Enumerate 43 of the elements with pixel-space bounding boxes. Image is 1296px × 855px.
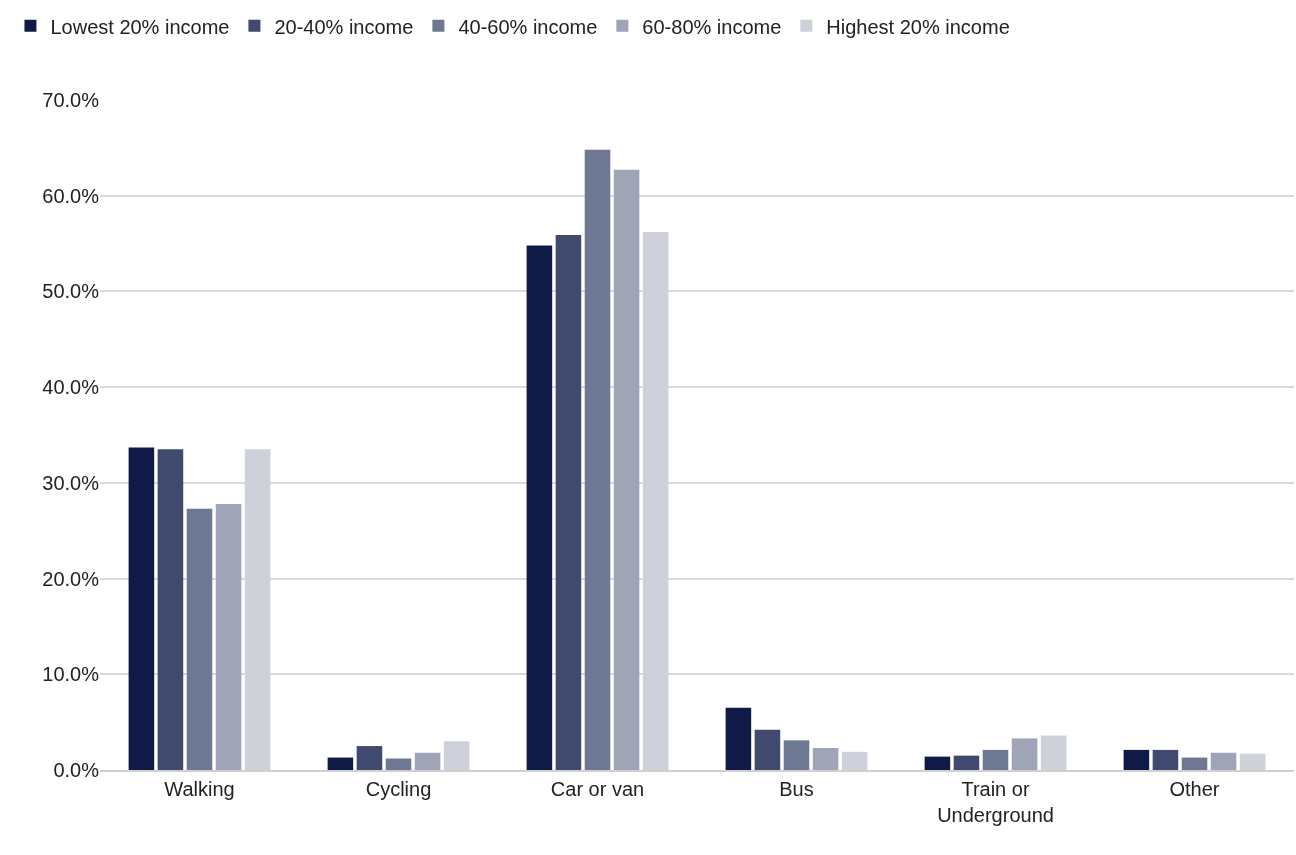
x-tick-label: Car or van — [550, 778, 645, 800]
bar — [186, 508, 213, 770]
bar — [982, 749, 1009, 770]
bar — [1152, 749, 1179, 770]
bar — [555, 234, 582, 770]
bar — [1011, 738, 1038, 770]
y-tick-label: 70.0% — [42, 89, 100, 111]
bar — [327, 757, 354, 770]
bar — [215, 503, 242, 770]
y-tick-label: 10.0% — [42, 663, 100, 686]
bar — [1123, 749, 1150, 770]
y-tick-label: 40.0% — [42, 376, 100, 399]
y-tick-label: 60.0% — [42, 184, 100, 207]
legend-label: Highest 20% income — [826, 15, 1010, 38]
x-tick-label: Other — [1169, 778, 1220, 800]
bar — [157, 449, 184, 770]
x-tick-label: Bus — [779, 778, 814, 800]
legend-label: 20-40% income — [274, 15, 414, 38]
x-tick-label: Walking — [164, 778, 235, 800]
bar — [128, 447, 155, 770]
y-tick-label: 30.0% — [42, 471, 100, 494]
x-tick-label: Cycling — [365, 778, 432, 800]
y-tick-label: 50.0% — [42, 280, 100, 303]
bar — [754, 729, 781, 770]
bar — [725, 707, 752, 770]
legend-label: 60-80% income — [642, 15, 782, 38]
bar — [783, 740, 810, 770]
legend-label: 40-60% income — [458, 15, 598, 38]
bar — [356, 746, 383, 770]
bar — [526, 245, 553, 770]
bar — [924, 756, 951, 770]
bar — [414, 752, 441, 770]
bar — [953, 755, 980, 770]
y-tick-label: 0.0% — [53, 759, 100, 781]
bar — [613, 169, 640, 770]
bar — [1181, 757, 1208, 770]
bar — [812, 747, 839, 770]
bar — [1210, 752, 1237, 770]
bar — [385, 758, 412, 770]
x-tick-label: Train or Underground — [937, 778, 1054, 826]
y-tick-label: 20.0% — [42, 567, 100, 590]
bar — [584, 149, 611, 770]
legend-label: Lowest 20% income — [50, 15, 230, 38]
